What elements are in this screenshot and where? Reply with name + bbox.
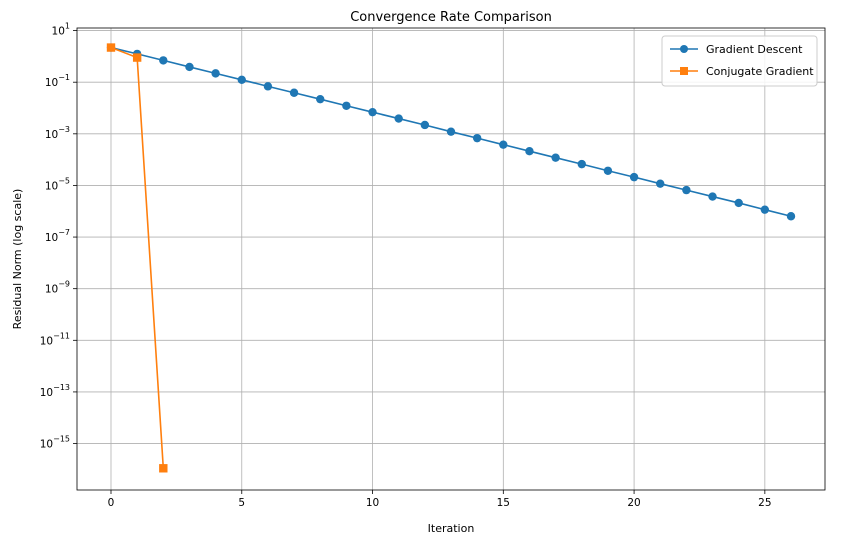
x-tick-label: 0	[108, 497, 115, 509]
data-point-conjugate-gradient	[159, 464, 168, 473]
data-point-gradient-descent	[656, 179, 665, 188]
y-tick-label: 10−13	[40, 383, 70, 399]
chart-title: Convergence Rate Comparison	[350, 10, 552, 25]
grid-lines	[77, 28, 825, 490]
x-axis-ticks: 0 5 10 15 20 25	[108, 490, 772, 509]
data-point-gradient-descent	[577, 159, 586, 169]
data-point-gradient-descent	[211, 69, 220, 78]
data-point-gradient-descent	[446, 127, 456, 136]
data-point-gradient-descent	[289, 88, 299, 97]
legend-marker-gradient-descent	[680, 45, 688, 53]
y-tick-label: 10−1	[45, 73, 70, 89]
y-tick-label: 10−9	[45, 280, 70, 296]
data-point-gradient-descent	[760, 205, 770, 214]
data-point-gradient-descent	[394, 114, 403, 123]
x-tick-label: 5	[238, 497, 245, 509]
y-tick-label: 10−5	[45, 176, 70, 192]
data-point-gradient-descent	[682, 185, 691, 195]
data-point-conjugate-gradient	[132, 53, 142, 62]
data-point-gradient-descent	[525, 147, 534, 156]
x-tick-label: 20	[627, 497, 640, 509]
legend: Gradient Descent Conjugate Gradient	[661, 35, 818, 87]
data-point-gradient-descent	[786, 212, 796, 221]
plot-area-frame	[76, 27, 826, 491]
x-tick-label: 25	[758, 497, 771, 509]
data-point-gradient-descent	[603, 166, 613, 175]
data-point-gradient-descent	[342, 101, 351, 110]
data-series	[106, 43, 796, 473]
data-point-gradient-descent	[472, 133, 482, 143]
x-tick-label: 15	[497, 497, 510, 509]
data-point-gradient-descent	[551, 153, 560, 162]
data-point-gradient-descent	[708, 192, 717, 201]
legend-label-gradient-descent: Gradient Descent	[706, 43, 803, 56]
legend-label-conjugate-gradient: Conjugate Gradient	[706, 65, 814, 78]
y-axis-ticks: 101 10−1 10−3 10−5 10−7 10−9 10−11 10−13 10−15	[40, 22, 77, 451]
x-tick-label: 10	[366, 497, 379, 509]
data-point-gradient-descent	[734, 198, 743, 208]
data-point-gradient-descent	[499, 140, 508, 149]
y-tick-label: 10−11	[40, 331, 70, 347]
legend-box	[661, 35, 818, 87]
y-axis-label: Residual Norm (log scale)	[11, 189, 24, 330]
data-point-gradient-descent	[237, 75, 246, 84]
y-tick-label: 101	[52, 22, 70, 38]
data-point-gradient-descent	[159, 56, 168, 65]
data-point-gradient-descent	[629, 172, 639, 182]
x-axis-label: Iteration	[428, 522, 475, 535]
data-point-gradient-descent	[368, 107, 377, 117]
y-tick-label: 10−15	[40, 435, 70, 451]
y-tick-label: 10−3	[45, 125, 70, 141]
legend-marker-conjugate-gradient	[680, 67, 688, 75]
data-point-gradient-descent	[185, 62, 194, 72]
data-point-gradient-descent	[420, 120, 430, 130]
series-line-conjugate-gradient	[110, 46, 165, 469]
data-point-gradient-descent	[316, 94, 325, 104]
data-point-conjugate-gradient	[106, 43, 116, 52]
y-tick-label: 10−7	[45, 228, 70, 244]
data-point-gradient-descent	[263, 82, 273, 91]
